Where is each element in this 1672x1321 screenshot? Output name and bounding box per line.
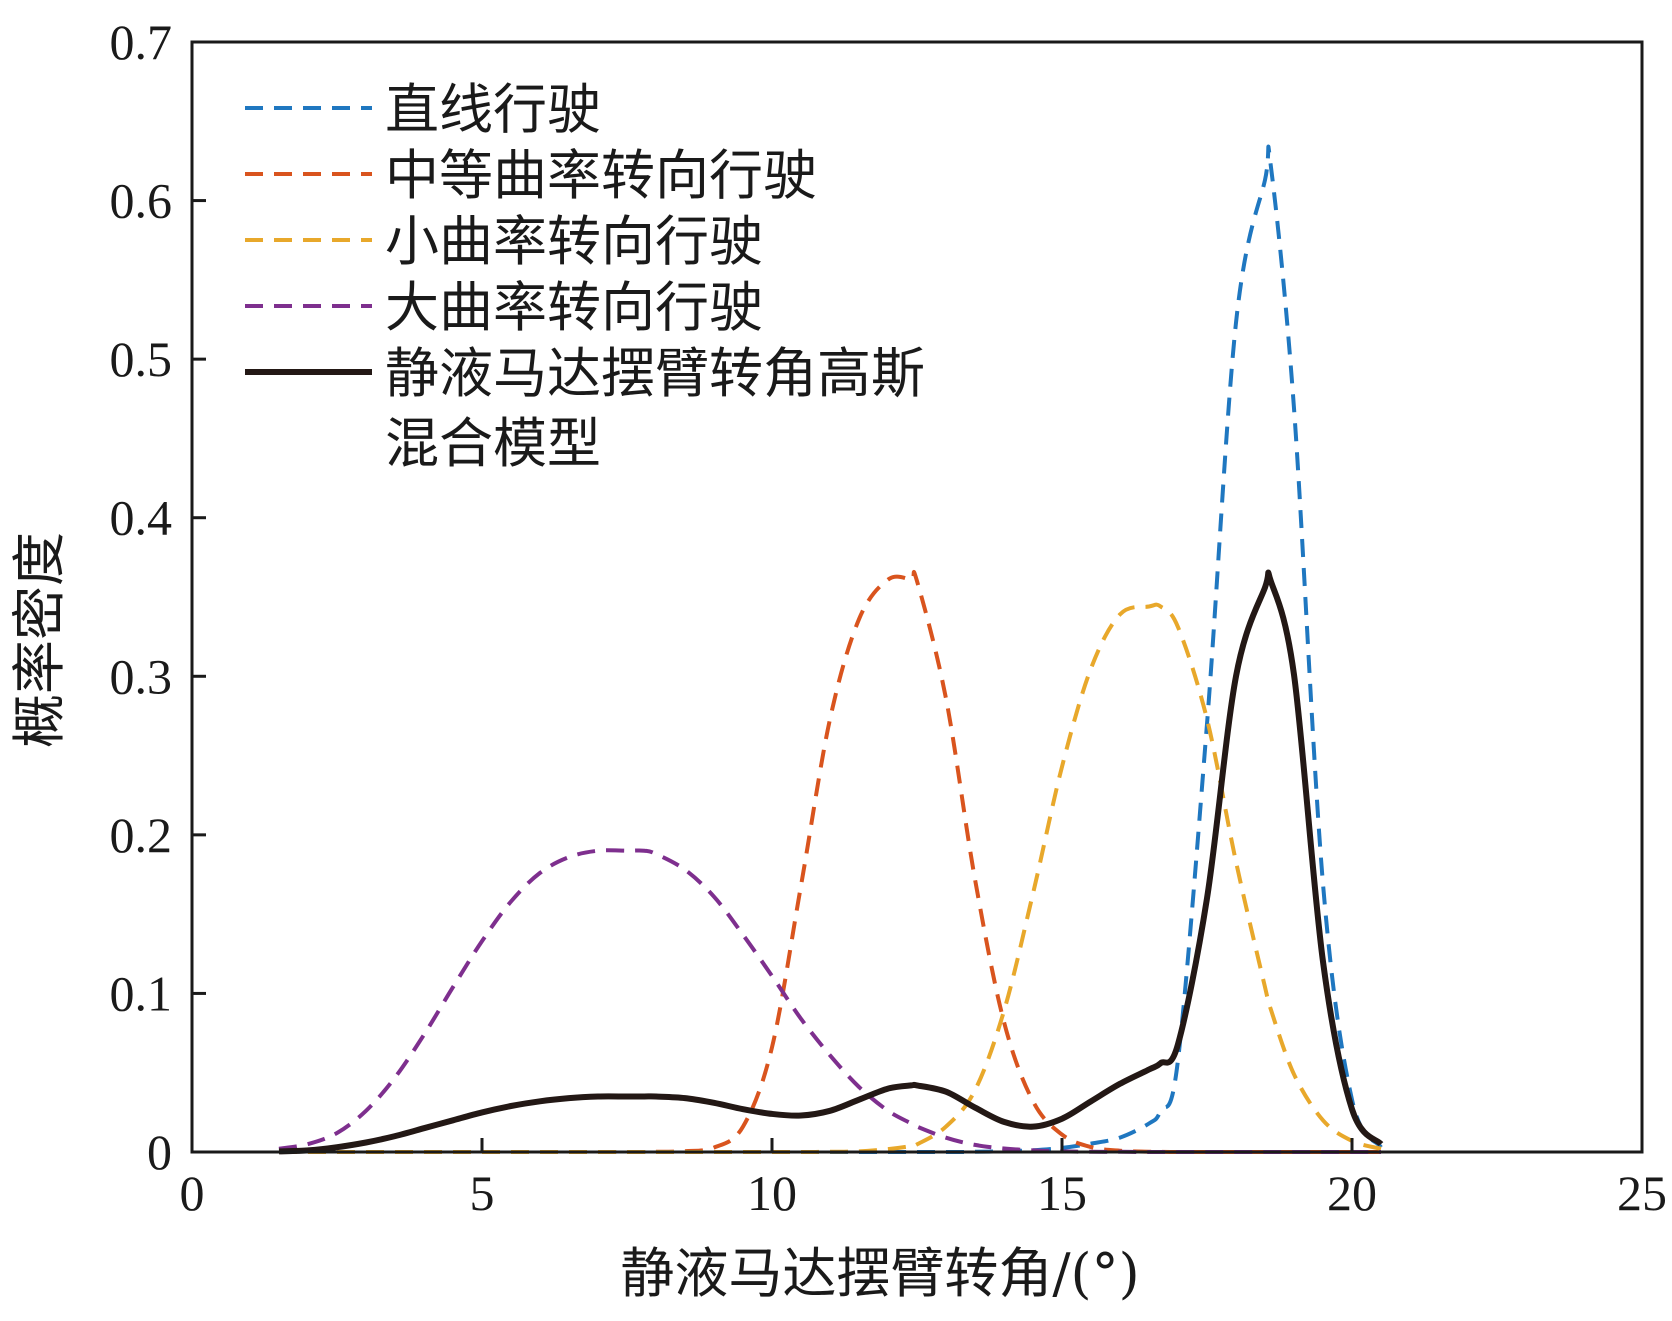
x-tick-label: 5 xyxy=(470,1165,495,1221)
y-tick-label: 0.3 xyxy=(110,648,173,704)
y-axis-label: 概率密度 xyxy=(8,532,71,748)
y-tick-label: 0.7 xyxy=(110,14,173,70)
series-line-large-curve xyxy=(278,848,1381,1154)
y-tick-label: 0.5 xyxy=(110,331,173,387)
y-tick-label: 0.4 xyxy=(110,490,173,546)
plot-frame xyxy=(190,40,1644,1154)
axis-ticks: 0 5 10 15 20 25 0 0.1 0.2 0.3 0.4 0.5 0.6 0.7 xyxy=(110,14,1668,1221)
y-tick-label: 0.6 xyxy=(110,173,173,229)
y-tick-label: 0.1 xyxy=(110,965,173,1021)
series-line-gmm xyxy=(278,569,1384,1155)
x-tick-label: 10 xyxy=(747,1165,797,1221)
x-tick-label: 25 xyxy=(1617,1165,1667,1221)
x-tick-label: 0 xyxy=(180,1165,205,1221)
legend-label-gmm: 静液马达摆臂转角高斯混合模型 xyxy=(385,342,925,475)
series-line-small-curve xyxy=(279,602,1382,1154)
x-tick-label: 20 xyxy=(1327,1165,1377,1221)
legend-label-large-curve: 大曲率转向行驶 xyxy=(385,276,763,339)
x-tick-label: 15 xyxy=(1037,1165,1087,1221)
legend-label-medium-curve: 中等曲率转向行驶 xyxy=(385,144,817,207)
y-tick-label: 0.2 xyxy=(110,807,173,863)
series-line-medium-curve xyxy=(279,569,1381,1154)
legend-label-straight: 直线行驶 xyxy=(385,78,601,141)
x-axis-label: 静液马达摆臂转角/(°) xyxy=(620,1242,1139,1305)
y-tick-label: 0 xyxy=(147,1124,172,1180)
legend-label-small-curve: 小曲率转向行驶 xyxy=(385,210,763,273)
